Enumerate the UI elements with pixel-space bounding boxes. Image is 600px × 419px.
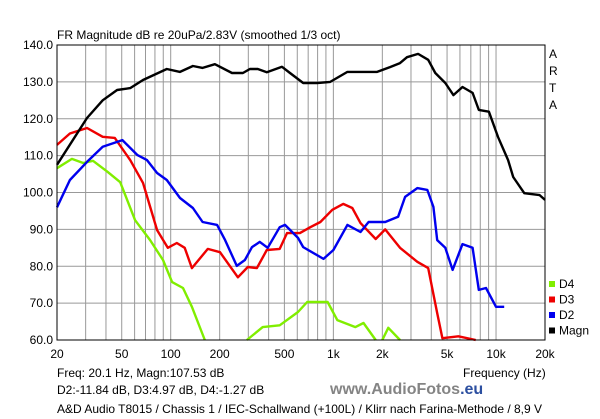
side-label-letter: R [549, 64, 558, 78]
legend-label-d2: D2 [559, 308, 575, 322]
series-lines [55, 52, 546, 342]
x-axis-label: Frequency (Hz) [463, 366, 546, 380]
side-label-letter: T [549, 81, 557, 95]
x-tick-label: 1k [327, 347, 341, 361]
watermark-suffix: .eu [460, 381, 484, 398]
y-tick-label: 120.0 [23, 112, 53, 126]
legend-swatch-magn [549, 327, 555, 334]
legend-label-magn: Magn [559, 324, 589, 338]
y-tick-label: 140.0 [23, 38, 53, 52]
series-line-d4 [246, 300, 377, 341]
x-tick-label: 20 [50, 347, 64, 361]
grid [57, 45, 545, 340]
x-tick-label: 20k [535, 347, 555, 361]
side-label-letter: A [549, 47, 557, 61]
series-line-d2 [55, 138, 505, 308]
y-tick-label: 70.0 [30, 296, 54, 310]
cursor-readout-freq: Freq: 20.1 Hz, Magn:107.53 dB [57, 366, 225, 380]
x-tick-label: 50 [115, 347, 129, 361]
series-line-magn [55, 52, 546, 201]
plot-frame [56, 44, 546, 341]
caption: A&D Audio T8015 / Chassis 1 / IEC-Schall… [57, 402, 543, 416]
y-tick-label: 90.0 [30, 222, 54, 236]
x-tick-label: 100 [161, 347, 181, 361]
y-tick-labels: 140.0 130.0 120.0 110.0 100.0 90.0 80.0 70.0 60.… [23, 38, 53, 347]
y-tick-label: 130.0 [23, 75, 53, 89]
legend-swatch-d2 [549, 312, 555, 318]
series-line-d3 [56, 126, 476, 342]
y-tick-label: 60.0 [30, 333, 54, 347]
x-tick-label: 10k [486, 347, 506, 361]
series-line-d4 [56, 157, 206, 341]
chart-title: FR Magnitude dB re 20uPa/2.83V (smoothed… [57, 28, 341, 42]
x-tick-label: 200 [210, 347, 230, 361]
y-tick-label: 80.0 [30, 259, 54, 273]
watermark-text: www.AudioFotos [330, 381, 461, 398]
watermark-logo: www.AudioFotos.eu [330, 381, 483, 399]
x-tick-label: 500 [274, 347, 294, 361]
y-tick-label: 110.0 [24, 149, 53, 163]
x-tick-label: 2k [376, 347, 390, 361]
x-tick-labels: 20 50 100 200 500 1k 2k 5k 10k 20k [50, 347, 555, 361]
y-tick-label: 100.0 [23, 186, 53, 200]
x-tick-label: 5k [441, 347, 455, 361]
legend-label-d4: D4 [559, 277, 575, 291]
legend-swatch-d3 [549, 296, 555, 303]
side-label-letter: A [549, 98, 557, 112]
legend-label-d3: D3 [559, 293, 575, 307]
legend-swatch-d4 [549, 281, 555, 287]
cursor-readout-distortion: D2:-11.84 dB, D3:4.97 dB, D4:-1.27 dB [57, 383, 265, 397]
series-line-d4 [381, 326, 401, 341]
